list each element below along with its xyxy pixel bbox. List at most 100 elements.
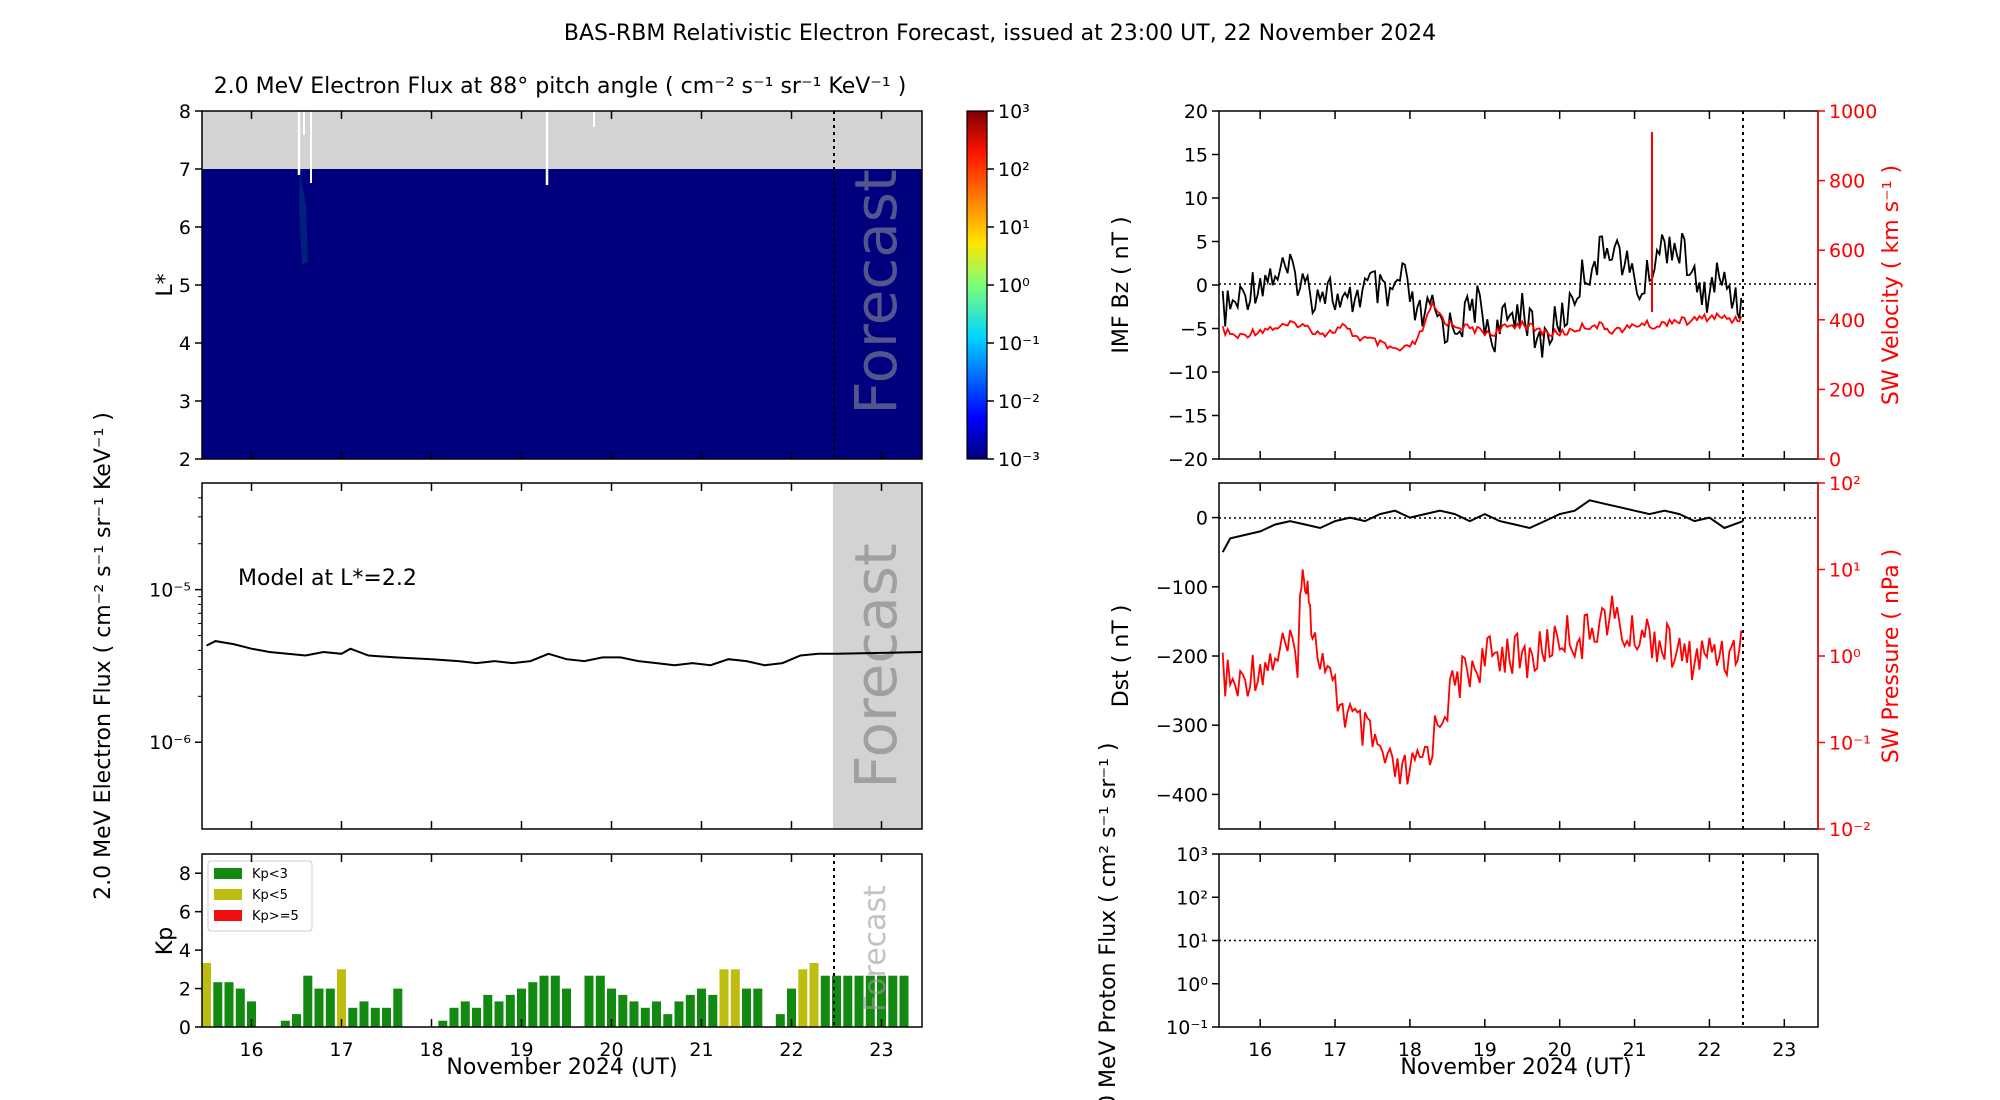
- y-tick-label: 10¹: [1176, 931, 1208, 953]
- kp-bar: [224, 982, 234, 1027]
- y-tick-label: 400: [1829, 310, 1865, 332]
- flux-heatmap-title: 2.0 MeV Electron Flux at 88° pitch angle…: [214, 74, 907, 99]
- kp-bar: [854, 975, 864, 1027]
- kp-x-ticks: 16 17 18 19 20 21 22 23: [239, 854, 894, 1061]
- kp-bar: [438, 1020, 448, 1027]
- y-tick-label: 10⁻⁶: [149, 732, 191, 754]
- kp-bar: [742, 988, 751, 1027]
- legend-swatch-kp-low: [214, 868, 242, 879]
- kp-bars: [202, 963, 909, 1027]
- y-tick-label: 4: [179, 940, 191, 962]
- y-tick-label: 0: [1196, 508, 1208, 530]
- dst-swp-panel: −400 −300 −200 −100 0 10⁻² 10⁻¹ 10⁰ 10¹ 10² Dst …: [1109, 473, 1904, 841]
- y-tick-label: 10⁻³: [998, 449, 1040, 471]
- kp-bar: [314, 988, 324, 1027]
- kp-bar: [359, 1001, 369, 1027]
- flux-l22-y-ticks: 10⁻⁶ 10⁻⁵: [149, 483, 883, 829]
- kp-bar: [550, 975, 560, 1027]
- proton-panel: 10⁻¹ 10⁰ 10¹ 10² 10³ 16 17 18 19 20 21 22 23 >10 Me…: [1096, 743, 1819, 1100]
- kp-bar: [708, 994, 718, 1027]
- kp-bar: [843, 975, 853, 1027]
- sw-velocity-ylabel: SW Velocity ( km s⁻¹ ): [1879, 165, 1904, 405]
- flux-heatmap-y-ticks: 2 3 4 5 6 7 8: [179, 101, 883, 471]
- kp-bar: [697, 988, 706, 1027]
- x-tick-label: 21: [689, 1039, 713, 1061]
- legend-label-kp-mid: Kp<5: [252, 888, 288, 903]
- kp-bar: [787, 988, 796, 1027]
- kp-bar: [472, 1007, 481, 1027]
- kp-bar: [562, 988, 571, 1027]
- proton-x-ticks: 16 17 18 19 20 21 22 23: [1248, 854, 1796, 1061]
- y-tick-label: 10⁻²: [998, 391, 1040, 413]
- kp-bar: [652, 1001, 661, 1027]
- kp-bar: [595, 975, 605, 1027]
- y-tick-label: 10: [1184, 188, 1208, 210]
- colorbar-ticks: 10⁻³ 10⁻² 10⁻¹ 10⁰ 10¹ 10² 10³: [987, 101, 1040, 471]
- kp-bar: [337, 969, 346, 1027]
- proton-xlabel: November 2024 (UT): [1400, 1055, 1631, 1080]
- kp-bar: [247, 1001, 256, 1027]
- y-tick-label: 10⁰: [1176, 974, 1208, 996]
- kp-frame: [201, 853, 923, 1028]
- y-tick-label: 10¹: [1829, 560, 1861, 582]
- flux-l22-frame: [201, 482, 923, 830]
- y-tick-label: 10⁻¹: [998, 333, 1040, 355]
- y-tick-label: −20: [1168, 449, 1208, 471]
- forecast-shade: [832, 483, 922, 829]
- legend-swatch-kp-high: [214, 910, 242, 921]
- kp-bar: [539, 975, 549, 1027]
- forecast-label: Forecast: [858, 885, 893, 1012]
- y-tick-label: 800: [1829, 171, 1865, 193]
- y-tick-label: 10³: [998, 101, 1030, 123]
- kp-bar: [618, 994, 628, 1027]
- x-tick-label: 22: [1697, 1039, 1721, 1061]
- x-tick-label: 17: [329, 1039, 353, 1061]
- kp-bar: [393, 988, 403, 1027]
- kp-bar: [663, 1014, 673, 1027]
- y-tick-label: 2: [179, 449, 191, 471]
- kp-legend: Kp<3 Kp<5 Kp>=5: [207, 860, 313, 932]
- figure-title: BAS-RBM Relativistic Electron Forecast, …: [564, 21, 1436, 46]
- kp-xlabel: November 2024 (UT): [446, 1055, 677, 1080]
- kp-bar: [235, 988, 245, 1027]
- legend-label-kp-low: Kp<3: [252, 867, 288, 882]
- proton-frame: [1218, 853, 1819, 1028]
- kp-bar: [820, 975, 830, 1027]
- y-tick-label: 10²: [1176, 887, 1208, 909]
- x-tick-label: 22: [779, 1039, 803, 1061]
- kp-bar: [775, 1014, 785, 1027]
- kp-y-ticks: 0 2 4 6 8: [179, 863, 202, 1039]
- x-tick-label: 19: [509, 1039, 533, 1061]
- flux-l22-ylabel: 2.0 MeV Electron Flux ( cm⁻² s⁻¹ sr⁻¹ Ke…: [91, 412, 116, 900]
- y-tick-label: 6: [179, 902, 191, 924]
- kp-panel: Forecast Kp<3 Kp<5 Kp>=5 0 2 4 6 8 16 17 18 19 2…: [153, 853, 923, 1080]
- kp-bar: [483, 994, 493, 1027]
- kp-bar: [348, 1007, 358, 1027]
- kp-bar: [629, 1001, 639, 1027]
- colorbar: [966, 110, 988, 460]
- y-tick-label: 5: [1196, 232, 1208, 254]
- y-tick-label: 4: [179, 333, 191, 355]
- kp-bar: [505, 994, 515, 1027]
- kp-bar: [719, 969, 729, 1027]
- y-tick-label: 10⁰: [998, 275, 1030, 297]
- kp-bar: [382, 1007, 391, 1027]
- kp-bar: [832, 975, 841, 1027]
- x-tick-label: 18: [1398, 1039, 1422, 1061]
- kp-bar: [325, 988, 335, 1027]
- kp-bar: [685, 994, 695, 1027]
- kp-bar: [460, 1001, 470, 1027]
- kp-bar: [449, 1007, 459, 1027]
- kp-bar: [865, 975, 875, 1027]
- kp-bar: [494, 1001, 504, 1027]
- kp-bar: [607, 988, 616, 1027]
- sw-velocity-y-ticks: 0 200 400 600 800 1000: [1818, 101, 1877, 471]
- legend-label-kp-high: Kp>=5: [252, 909, 299, 924]
- injection-streak: [299, 172, 308, 265]
- kp-bar: [528, 982, 538, 1027]
- x-tick-label: 20: [599, 1039, 623, 1061]
- kp-bar: [877, 975, 886, 1027]
- y-tick-label: 7: [179, 159, 191, 181]
- kp-bar: [584, 975, 594, 1027]
